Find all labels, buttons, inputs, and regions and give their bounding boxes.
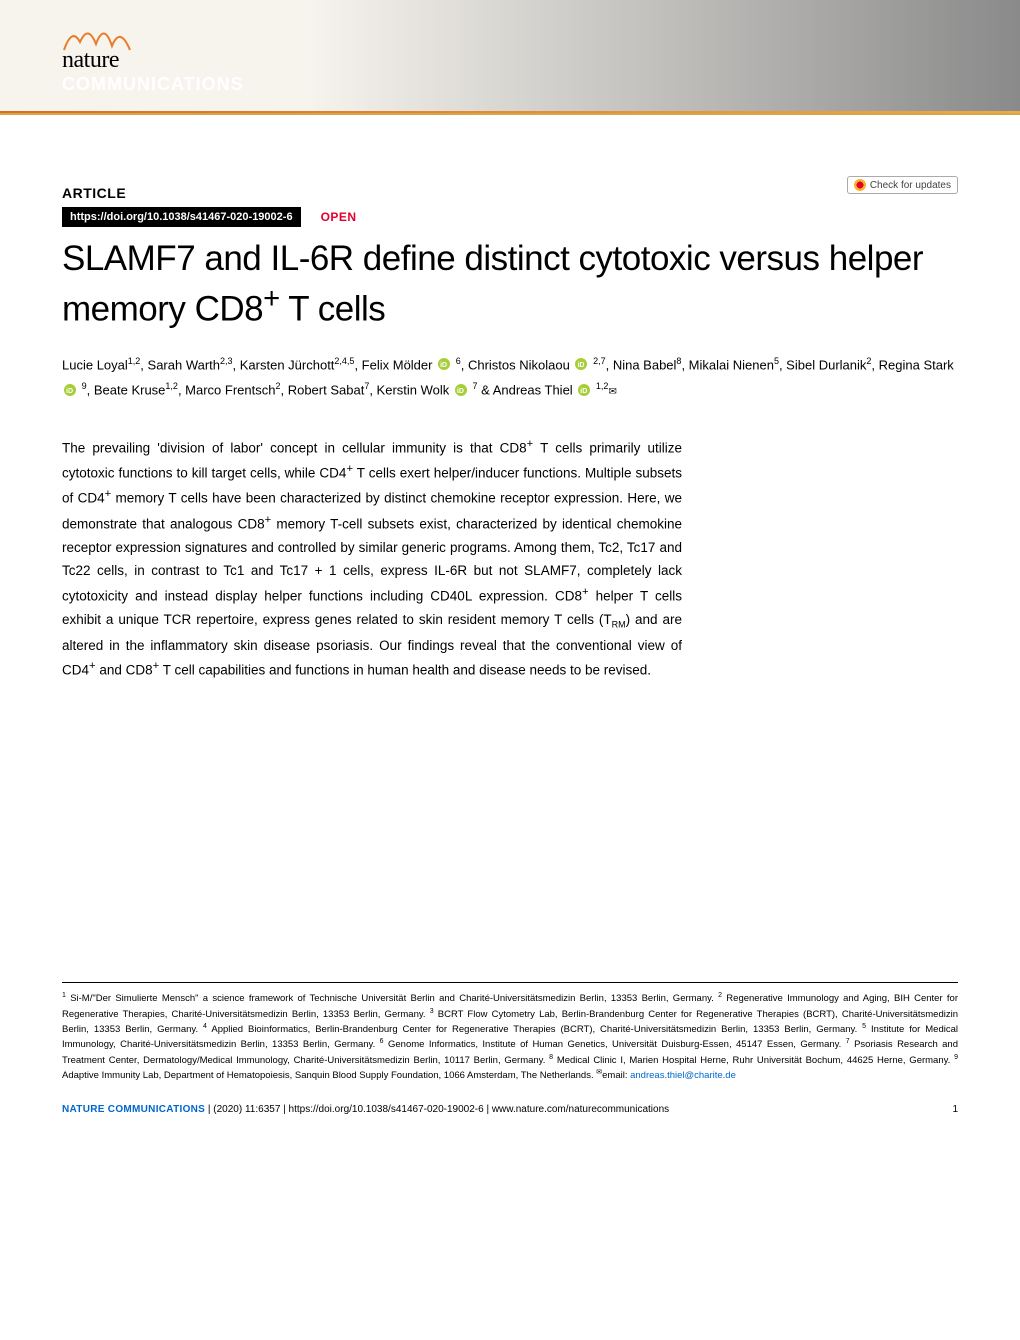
page-number: 1 bbox=[952, 1104, 958, 1115]
orcid-icon bbox=[64, 384, 76, 396]
abstract: The prevailing 'division of labor' conce… bbox=[62, 435, 682, 682]
article-content: ARTICLE https://doi.org/10.1038/s41467-0… bbox=[0, 115, 1020, 1084]
crossmark-icon bbox=[854, 179, 866, 191]
orcid-icon bbox=[455, 384, 467, 396]
check-updates-button[interactable]: Check for updates bbox=[847, 176, 958, 194]
orcid-icon bbox=[578, 384, 590, 396]
author-list: Lucie Loyal1,2, Sarah Warth2,3, Karsten … bbox=[62, 353, 958, 403]
doi-row: https://doi.org/10.1038/s41467-020-19002… bbox=[62, 207, 958, 227]
open-access-badge: OPEN bbox=[321, 210, 357, 224]
affiliations: 1 Si-M/"Der Simulierte Mensch" a science… bbox=[62, 982, 958, 1083]
footer-cite: | (2020) 11:6357 | https://doi.org/10.10… bbox=[205, 1104, 669, 1115]
article-type: ARTICLE bbox=[62, 185, 958, 201]
orcid-icon bbox=[438, 358, 450, 370]
journal-logo: nature bbox=[62, 22, 132, 74]
page-footer: NATURE COMMUNICATIONS | (2020) 11:6357 |… bbox=[0, 1084, 1020, 1133]
footer-citation: NATURE COMMUNICATIONS | (2020) 11:6357 |… bbox=[62, 1104, 669, 1115]
mail-icon: ✉ bbox=[608, 387, 616, 398]
check-updates-label: Check for updates bbox=[870, 180, 951, 191]
email-link[interactable]: andreas.thiel@charite.de bbox=[630, 1070, 736, 1081]
article-title: SLAMF7 and IL-6R define distinct cytotox… bbox=[62, 237, 958, 331]
doi-link[interactable]: https://doi.org/10.1038/s41467-020-19002… bbox=[62, 207, 301, 227]
footer-journal: NATURE COMMUNICATIONS bbox=[62, 1104, 205, 1115]
journal-header: nature COMMUNICATIONS bbox=[0, 0, 1020, 115]
orcid-icon bbox=[575, 358, 587, 370]
journal-name-line2: COMMUNICATIONS bbox=[62, 74, 244, 95]
